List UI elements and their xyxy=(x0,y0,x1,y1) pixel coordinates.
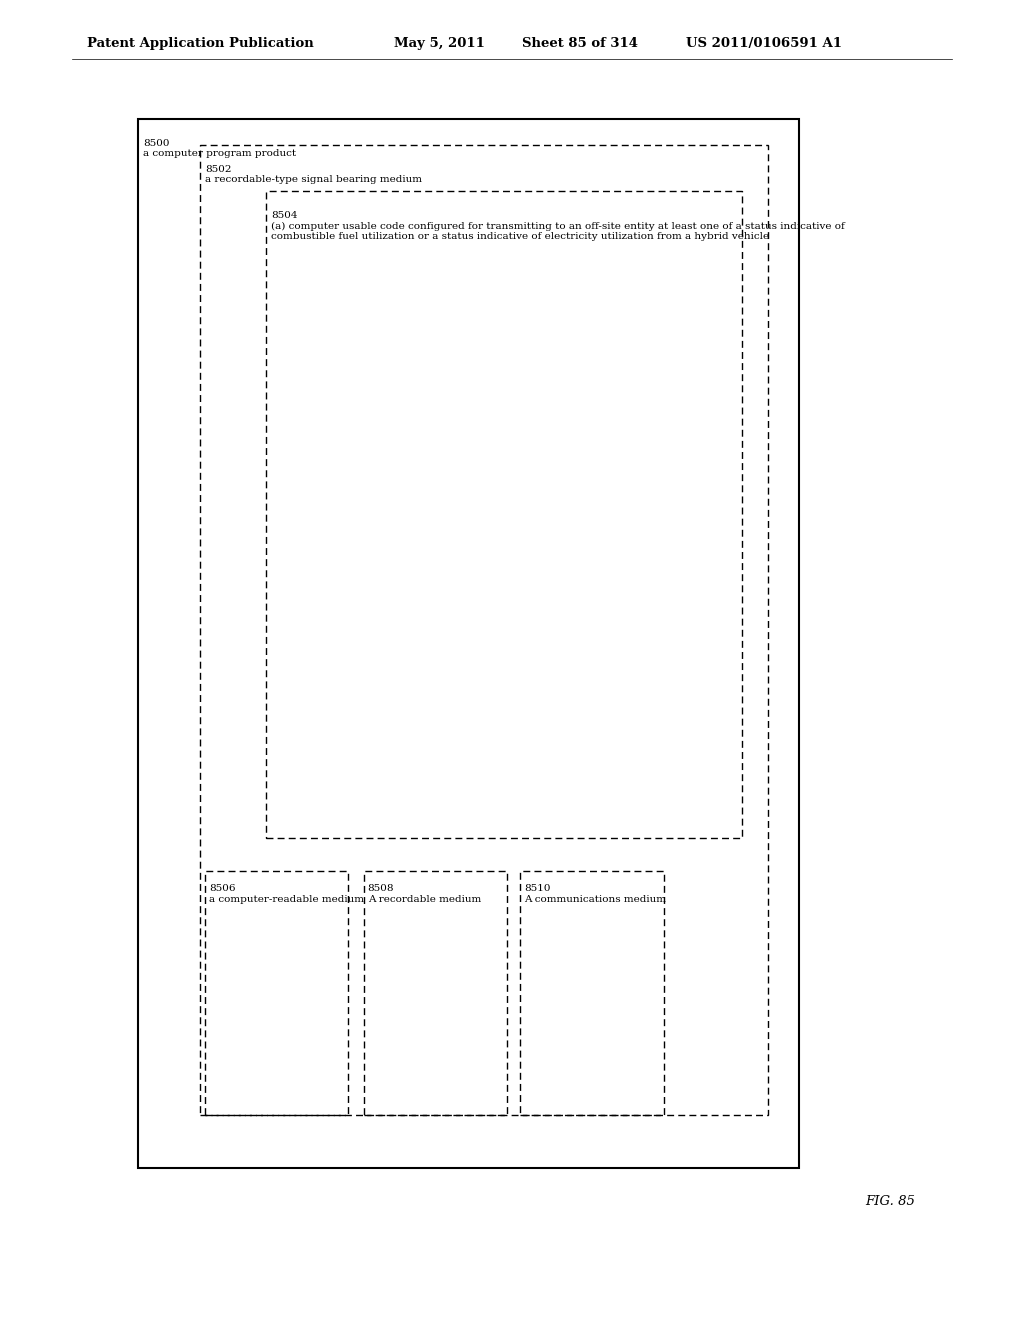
Bar xyxy=(266,191,742,838)
Text: May 5, 2011: May 5, 2011 xyxy=(394,37,485,50)
Text: Patent Application Publication: Patent Application Publication xyxy=(87,37,313,50)
Text: 8504
(a) computer usable code configured for transmitting to an off-site entity : 8504 (a) computer usable code configured… xyxy=(271,211,845,242)
Bar xyxy=(200,145,768,1115)
Text: 8506
a computer-readable medium: 8506 a computer-readable medium xyxy=(209,884,364,904)
Text: 8500
a computer program product: 8500 a computer program product xyxy=(143,139,297,158)
Bar xyxy=(364,871,507,1115)
Text: Sheet 85 of 314: Sheet 85 of 314 xyxy=(522,37,638,50)
Text: 8502
a recordable-type signal bearing medium: 8502 a recordable-type signal bearing me… xyxy=(205,165,422,185)
Bar xyxy=(138,119,799,1168)
Bar xyxy=(205,871,348,1115)
Text: US 2011/0106591 A1: US 2011/0106591 A1 xyxy=(686,37,842,50)
Text: FIG. 85: FIG. 85 xyxy=(865,1195,915,1208)
Text: 8510
A communications medium: 8510 A communications medium xyxy=(524,884,667,904)
Bar xyxy=(520,871,664,1115)
Text: 8508
A recordable medium: 8508 A recordable medium xyxy=(368,884,481,904)
